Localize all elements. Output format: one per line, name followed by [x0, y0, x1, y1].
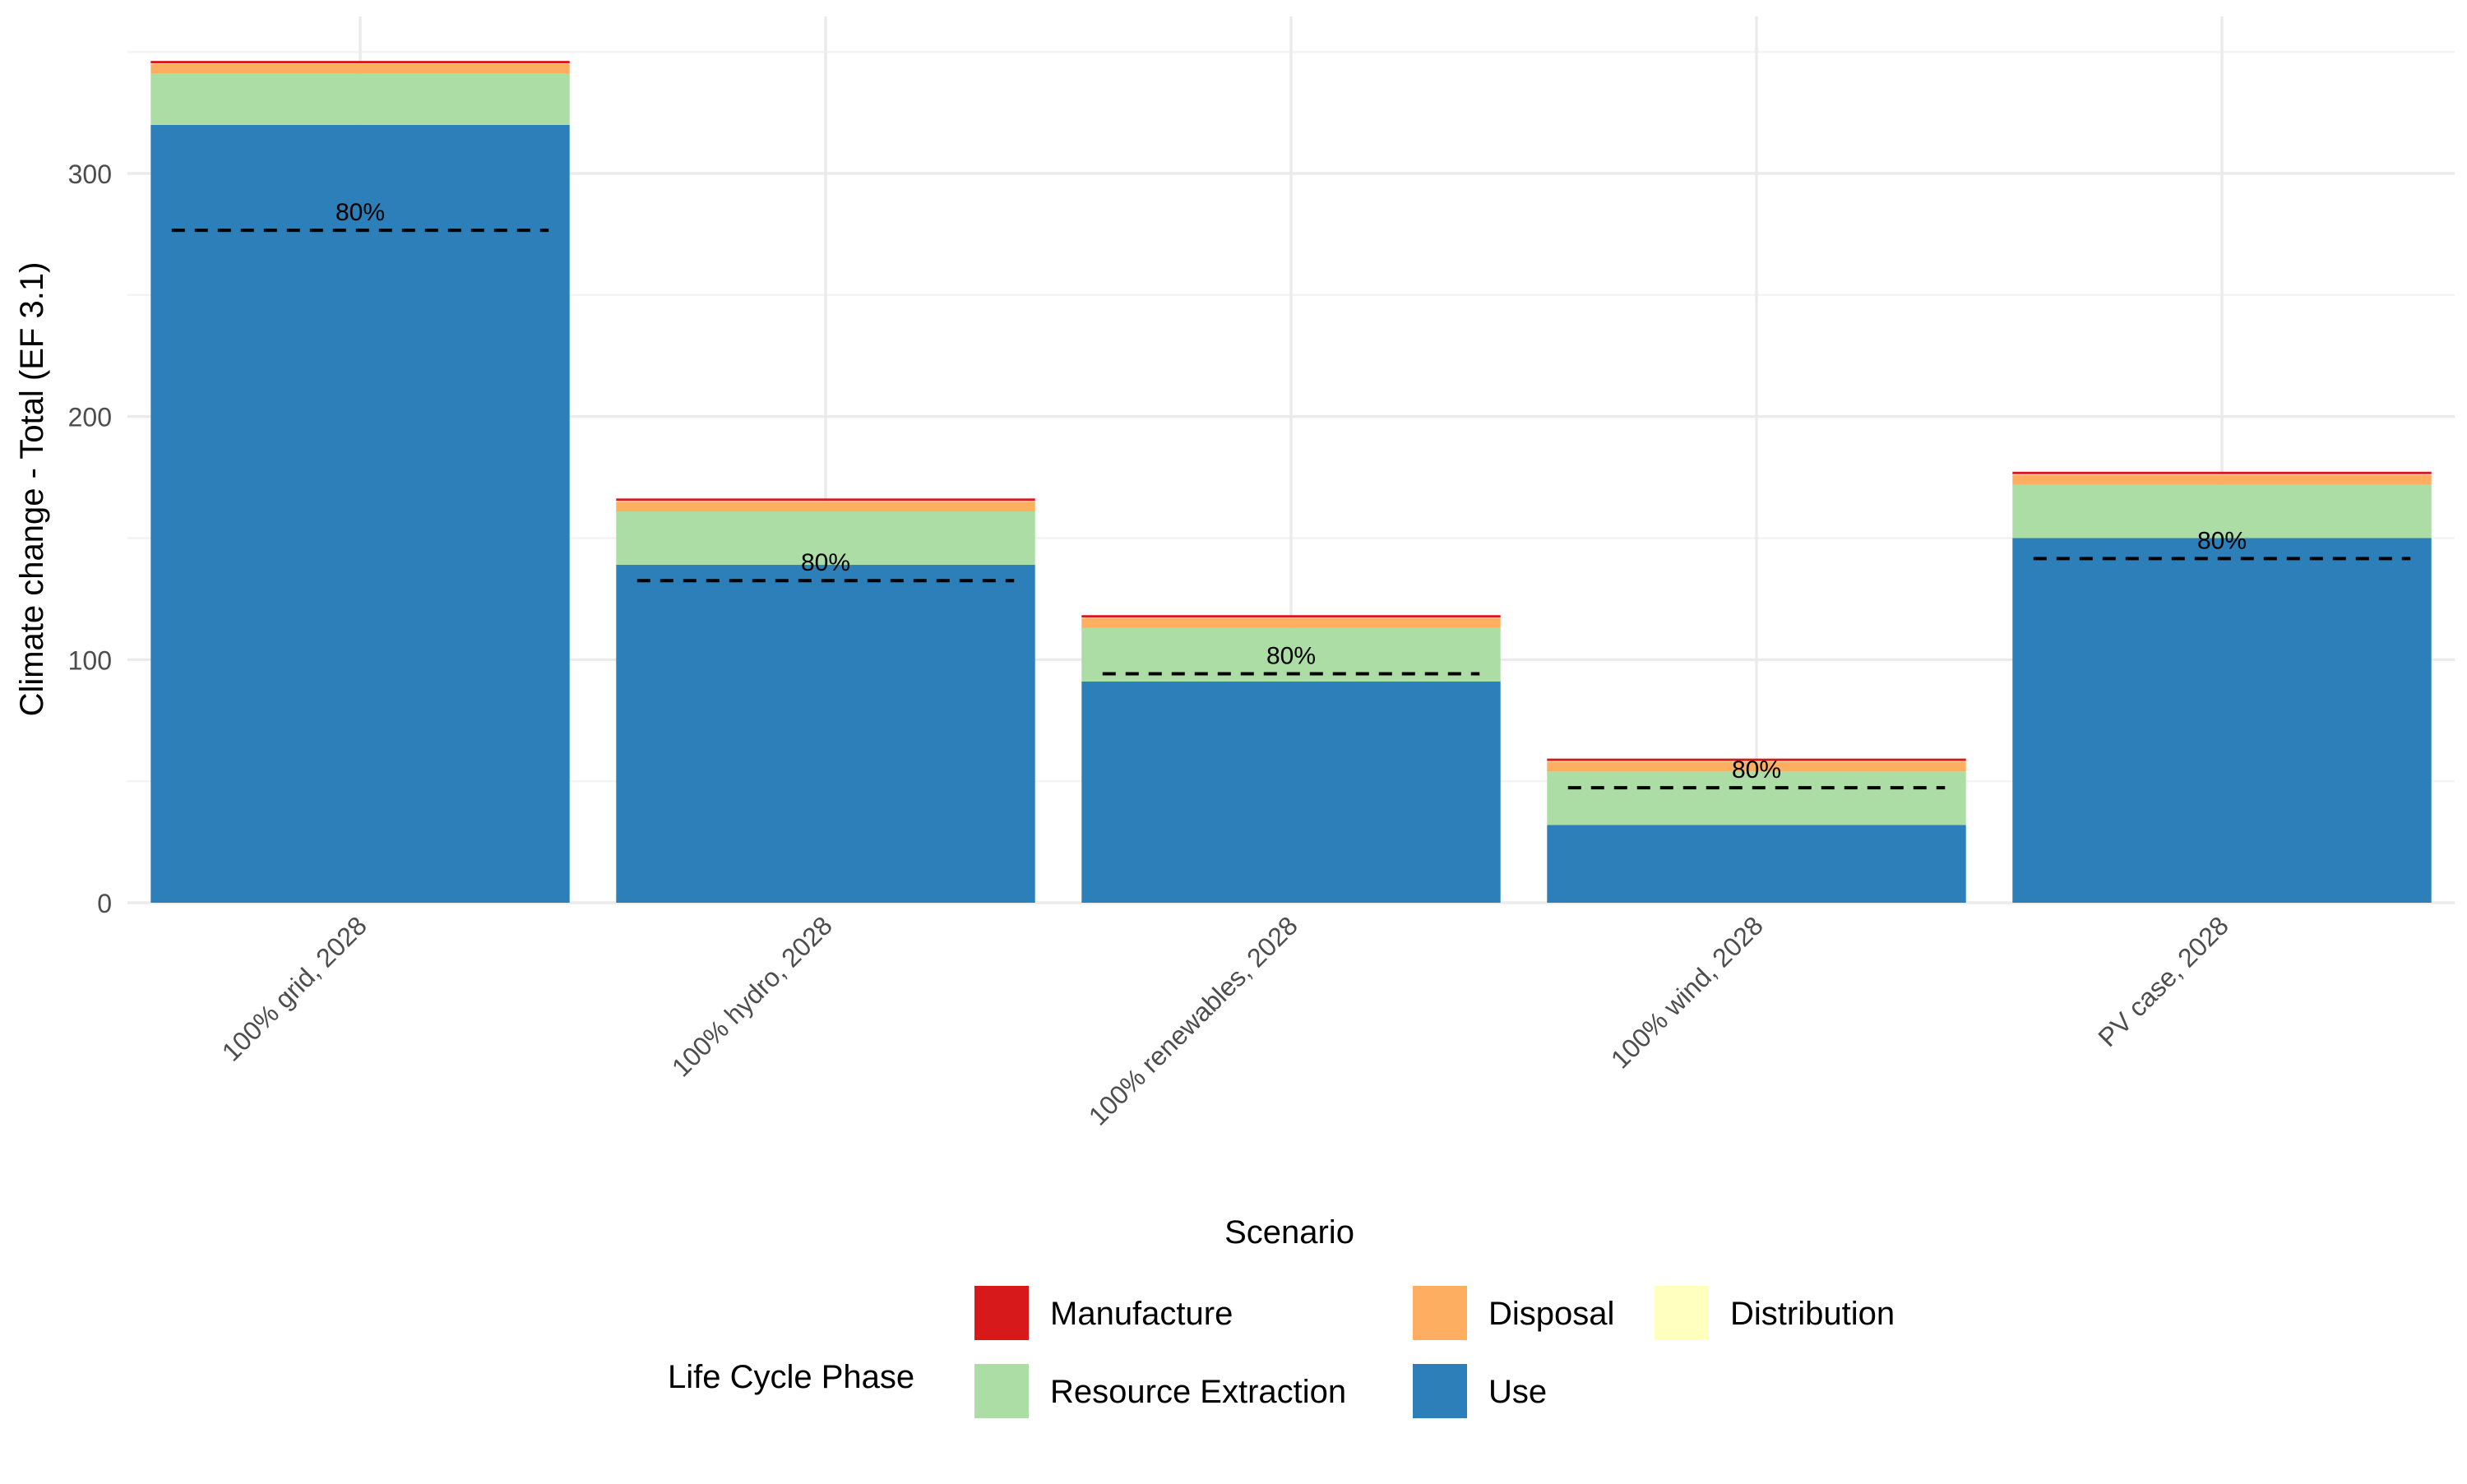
bar-segment-manufacture: [150, 61, 570, 64]
bar-segment-use: [2012, 538, 2432, 903]
threshold-label: 80%: [1266, 642, 1316, 669]
y-tick-label: 200: [68, 403, 112, 432]
bar-segment-distribution: [1547, 760, 1966, 762]
bar-segment-use: [1081, 681, 1501, 903]
legend-swatch-resource-extraction: [974, 1364, 1029, 1418]
legend-swatch-distribution: [1655, 1286, 1709, 1340]
legend: Life Cycle Phase Manufacture Disposal Dist…: [668, 1286, 1895, 1418]
legend-label-manufacture: Manufacture: [1050, 1296, 1233, 1332]
x-tick-label: PV case, 2028: [2092, 910, 2234, 1052]
y-tick-label: 300: [68, 159, 112, 189]
x-tick-label: 100% hydro, 2028: [666, 910, 838, 1082]
bar-segment-distribution: [616, 501, 1035, 502]
bar-segment-disposal: [616, 502, 1035, 511]
x-axis-title: Scenario: [1224, 1214, 1354, 1251]
y-tick-label: 100: [68, 645, 112, 675]
threshold-label: 80%: [1732, 756, 1781, 784]
bar-layer: [150, 61, 2432, 903]
bar-segment-distribution: [150, 63, 570, 64]
legend-label-resource-extraction: Resource Extraction: [1050, 1374, 1346, 1410]
bar-segment-manufacture: [2012, 471, 2432, 474]
legend-swatch-use: [1413, 1364, 1467, 1418]
bar-segment-disposal: [1081, 618, 1501, 628]
legend-label-use: Use: [1488, 1374, 1547, 1410]
bar-segment-resource-extraction: [616, 511, 1035, 566]
y-tick-label: 0: [97, 889, 112, 918]
bar-segment-resource-extraction: [1547, 771, 1966, 825]
threshold-label: 80%: [336, 199, 385, 226]
bar-segment-disposal: [1547, 761, 1966, 772]
bar-segment-disposal: [150, 63, 570, 74]
legend-swatch-disposal: [1413, 1286, 1467, 1340]
threshold-layer: 80% 80% 80% 80% 80%: [171, 199, 2411, 790]
bar-segment-distribution: [2012, 474, 2432, 475]
bar-segment-use: [616, 565, 1035, 903]
bar-segment-manufacture: [1547, 758, 1966, 761]
bar-segment-use: [150, 124, 570, 903]
y-axis-title: Climate change - Total (EF 3.1): [14, 262, 50, 717]
bar-segment-use: [1547, 825, 1966, 903]
bar-segment-manufacture: [1081, 615, 1501, 618]
threshold-label: 80%: [801, 549, 850, 576]
bar-segment-resource-extraction: [2012, 484, 2432, 539]
bar-segment-resource-extraction: [150, 73, 570, 125]
legend-label-disposal: Disposal: [1488, 1296, 1614, 1332]
x-tick-label: 100% renewables, 2028: [1083, 910, 1303, 1130]
bar-segment-manufacture: [616, 498, 1035, 502]
legend-title: Life Cycle Phase: [668, 1359, 914, 1395]
threshold-label: 80%: [2197, 527, 2247, 554]
legend-label-distribution: Distribution: [1730, 1296, 1895, 1332]
bar-segment-disposal: [2012, 474, 2432, 485]
x-tick-label: 100% wind, 2028: [1605, 910, 1769, 1074]
bar-segment-distribution: [1081, 617, 1501, 619]
x-tick-label: 100% grid, 2028: [216, 910, 373, 1066]
legend-swatch-manufacture: [974, 1286, 1029, 1340]
